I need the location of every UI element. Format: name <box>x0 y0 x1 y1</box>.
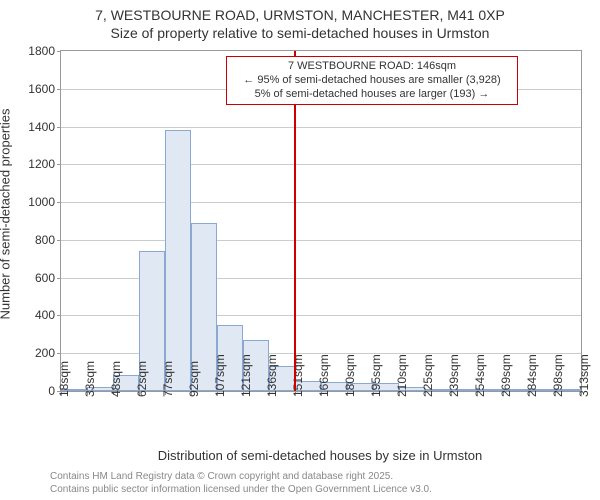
plot-area: 7 WESTBOURNE ROAD: 146sqm ← 95% of semi-… <box>60 50 582 392</box>
grid-line <box>61 127 581 128</box>
attribution-line-2: Contains public sector information licen… <box>50 484 432 495</box>
x-tick-label: 313sqm <box>577 354 591 397</box>
title-line-1: 7, WESTBOURNE ROAD, URMSTON, MANCHESTER,… <box>95 7 505 23</box>
y-tick-label: 1400 <box>28 120 61 134</box>
x-tick-label: 166sqm <box>317 354 331 397</box>
attribution-line-1: Contains HM Land Registry data © Crown c… <box>50 471 393 482</box>
y-tick-label: 200 <box>35 346 61 360</box>
x-tick-label: 136sqm <box>265 354 279 397</box>
y-axis-label: Number of semi-detached properties <box>0 120 13 320</box>
y-tick-label: 600 <box>35 271 61 285</box>
y-tick-label: 800 <box>35 233 61 247</box>
x-tick-label: 254sqm <box>473 354 487 397</box>
attribution: Contains HM Land Registry data © Crown c… <box>50 471 432 496</box>
x-tick-label: 298sqm <box>551 354 565 397</box>
x-tick-label: 239sqm <box>447 354 461 397</box>
histogram-bar <box>165 130 191 391</box>
y-tick-label: 1800 <box>28 44 61 58</box>
y-tick-label: 1600 <box>28 82 61 96</box>
annotation-box: 7 WESTBOURNE ROAD: 146sqm ← 95% of semi-… <box>226 56 518 105</box>
x-tick-label: 180sqm <box>343 354 357 397</box>
grid-line <box>61 202 581 203</box>
x-tick-label: 33sqm <box>83 361 97 397</box>
y-tick-label: 1000 <box>28 195 61 209</box>
chart-title: 7, WESTBOURNE ROAD, URMSTON, MANCHESTER,… <box>0 0 600 42</box>
x-tick-label: 77sqm <box>161 361 175 397</box>
grid-line <box>61 164 581 165</box>
y-tick-label: 400 <box>35 308 61 322</box>
x-tick-label: 18sqm <box>57 361 71 397</box>
chart-container: { "title_line1": "7, WESTBOURNE ROAD, UR… <box>0 0 600 500</box>
x-tick-label: 284sqm <box>525 354 539 397</box>
x-tick-label: 48sqm <box>109 361 123 397</box>
y-tick-label: 1200 <box>28 157 61 171</box>
x-tick-label: 269sqm <box>499 354 513 397</box>
x-tick-label: 62sqm <box>135 361 149 397</box>
x-tick-label: 107sqm <box>213 354 227 397</box>
x-tick-label: 210sqm <box>395 354 409 397</box>
title-line-2: Size of property relative to semi-detach… <box>111 25 490 41</box>
annotation-line-3: 5% of semi-detached houses are larger (1… <box>255 88 490 100</box>
x-axis-label: Distribution of semi-detached houses by … <box>60 448 580 463</box>
x-tick-label: 92sqm <box>187 361 201 397</box>
x-tick-label: 195sqm <box>369 354 383 397</box>
grid-line <box>61 240 581 241</box>
x-tick-label: 225sqm <box>421 354 435 397</box>
annotation-line-2: ← 95% of semi-detached houses are smalle… <box>243 74 500 86</box>
x-tick-label: 121sqm <box>239 354 253 397</box>
annotation-line-1: 7 WESTBOURNE ROAD: 146sqm <box>288 60 456 72</box>
